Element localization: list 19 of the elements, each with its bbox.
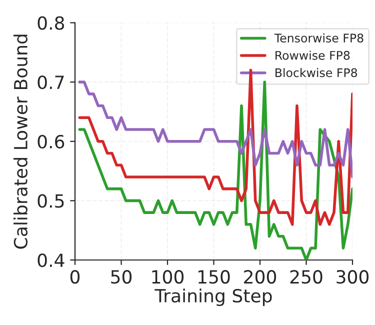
y-axis-title: Calibrated Lower Bound bbox=[14, 34, 28, 249]
line-series bbox=[78, 80, 352, 178]
x-tick-label: 0 bbox=[70, 270, 80, 284]
x-tick-label: 150 bbox=[198, 270, 230, 284]
y-tick-label: 0.7 bbox=[38, 76, 64, 90]
x-tick-label: 300 bbox=[336, 270, 369, 284]
y-tick-label: 0.5 bbox=[38, 194, 64, 208]
legend-label: Rowwise FP8 bbox=[276, 50, 350, 60]
x-tick-label: 250 bbox=[290, 270, 322, 284]
legend-label: Blockwise FP8 bbox=[276, 68, 358, 78]
x-tick-label: 200 bbox=[244, 270, 276, 284]
y-tick-label: 0.4 bbox=[38, 253, 64, 268]
y-tick-label: 0.6 bbox=[38, 134, 64, 148]
x-tick-label: 100 bbox=[152, 270, 184, 284]
legend-label: Tensorwise FP8 bbox=[274, 33, 364, 43]
x-tick-label: 50 bbox=[111, 270, 132, 284]
y-tick-label: 0.8 bbox=[38, 16, 64, 30]
line-series bbox=[78, 80, 352, 260]
x-axis-title: Training Step bbox=[154, 288, 272, 306]
